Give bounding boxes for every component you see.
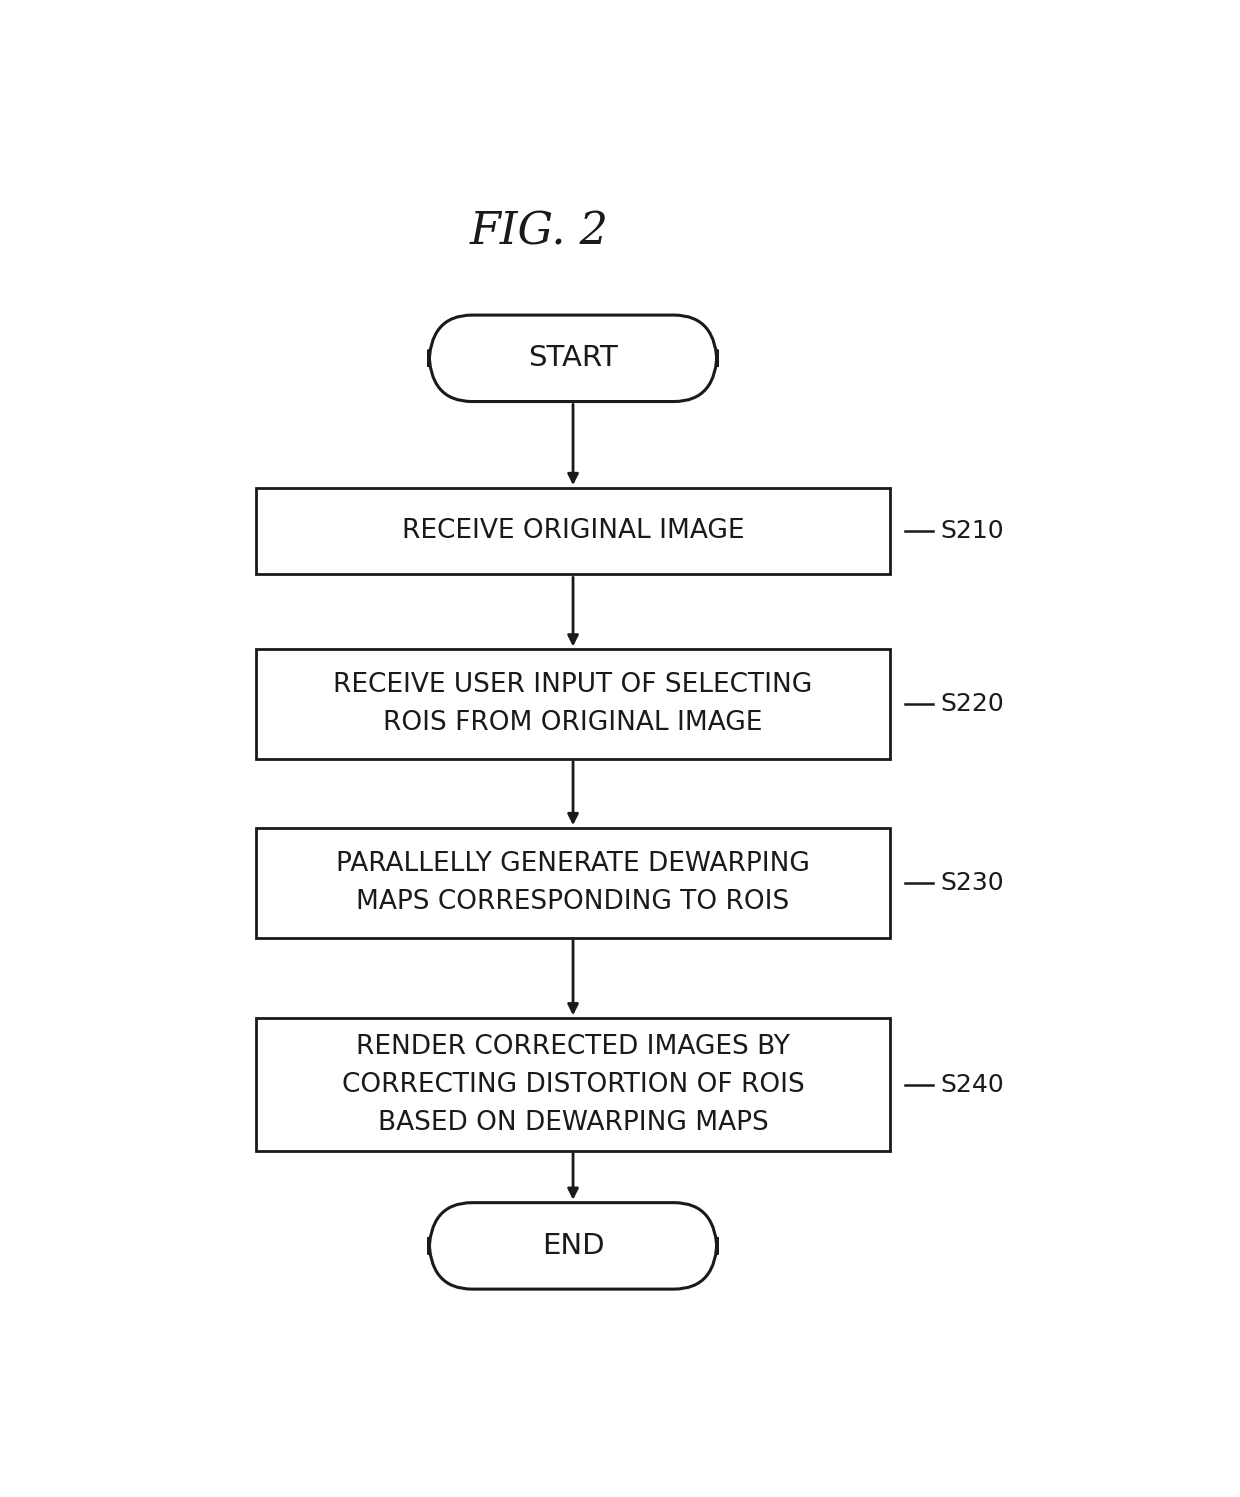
FancyBboxPatch shape xyxy=(255,828,890,937)
Text: S240: S240 xyxy=(940,1072,1004,1096)
FancyBboxPatch shape xyxy=(255,1018,890,1151)
Text: S230: S230 xyxy=(940,871,1003,895)
FancyBboxPatch shape xyxy=(255,650,890,759)
Text: S210: S210 xyxy=(940,519,1003,543)
Text: RENDER CORRECTED IMAGES BY
CORRECTING DISTORTION OF ROIS
BASED ON DEWARPING MAPS: RENDER CORRECTED IMAGES BY CORRECTING DI… xyxy=(342,1033,805,1136)
Text: S220: S220 xyxy=(940,692,1004,716)
FancyBboxPatch shape xyxy=(429,1202,717,1289)
FancyBboxPatch shape xyxy=(429,314,717,401)
Text: RECEIVE USER INPUT OF SELECTING
ROIS FROM ORIGINAL IMAGE: RECEIVE USER INPUT OF SELECTING ROIS FRO… xyxy=(334,672,812,737)
Text: RECEIVE ORIGINAL IMAGE: RECEIVE ORIGINAL IMAGE xyxy=(402,518,744,545)
Text: START: START xyxy=(528,344,618,373)
Text: FIG. 2: FIG. 2 xyxy=(470,210,609,253)
FancyBboxPatch shape xyxy=(255,488,890,575)
Text: PARALLELLY GENERATE DEWARPING
MAPS CORRESPONDING TO ROIS: PARALLELLY GENERATE DEWARPING MAPS CORRE… xyxy=(336,850,810,915)
Text: END: END xyxy=(542,1232,604,1260)
